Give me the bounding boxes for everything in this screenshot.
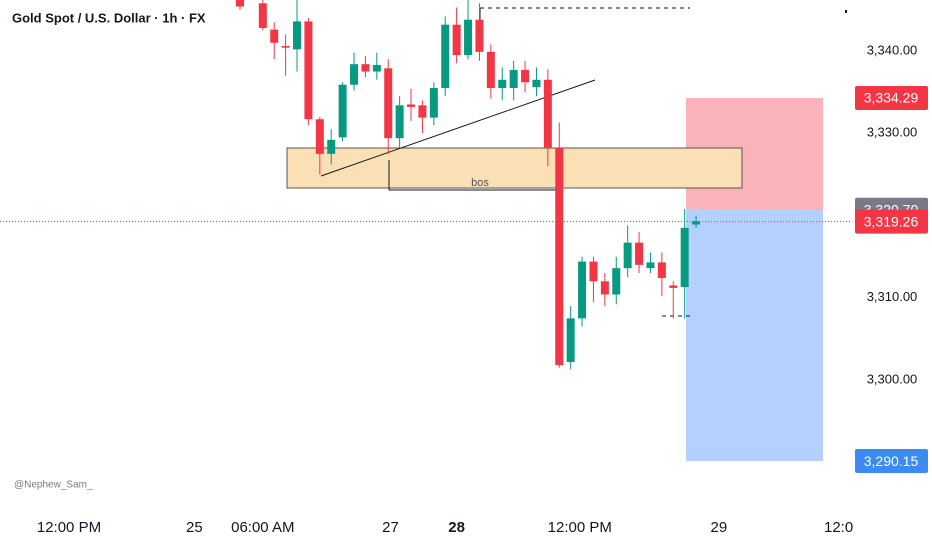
candle-body (498, 79, 507, 89)
candle-body (452, 24, 461, 56)
x-tick-label: 12:0 (824, 519, 853, 536)
candle-body (327, 139, 336, 154)
annotation: bos (471, 177, 489, 189)
candle-body (315, 119, 324, 154)
chart-title: Gold Spot / U.S. Dollar · 1h · FX (12, 10, 206, 25)
loss-box (686, 209, 823, 462)
candle-body (635, 242, 644, 265)
candle-body (338, 84, 347, 138)
price-label: 3,334.29 (864, 90, 919, 106)
price-label-box (855, 209, 928, 234)
candle-body (304, 21, 313, 120)
candle-body (384, 68, 393, 139)
candle-body (657, 262, 666, 279)
price-label: 3,290.15 (864, 453, 919, 469)
candle-body (258, 3, 267, 28)
y-tick-label: 3,310.00 (867, 289, 918, 304)
candle-body (270, 29, 279, 43)
candle-body (532, 79, 541, 88)
candle-body (555, 148, 564, 366)
candle-body (350, 64, 359, 85)
x-tick-label: 29 (711, 519, 728, 536)
candle-body (293, 21, 302, 50)
zone (286, 147, 743, 189)
candle-body (407, 104, 416, 107)
candle-body (281, 46, 290, 48)
candle-body (612, 268, 621, 295)
candle-body (543, 79, 552, 149)
x-tick-label: 12:00 PM (548, 519, 612, 536)
watermark: @Nephew_Sam_ (14, 480, 93, 491)
candle-body (521, 69, 530, 83)
candle-body (361, 64, 370, 72)
candle-body (236, 0, 245, 7)
candle-body (692, 221, 701, 225)
price-label-box (855, 449, 928, 474)
candle-body (486, 51, 495, 89)
candle-body (646, 262, 655, 269)
price-label: 3,319.26 (864, 213, 919, 229)
price-label-box (855, 85, 928, 110)
candle-body (395, 105, 404, 139)
candle-body (623, 242, 632, 269)
candle-body (418, 105, 427, 118)
candle-body (566, 318, 575, 362)
drawings (286, 7, 847, 317)
y-tick-label: 3,330.00 (867, 125, 918, 140)
candle-body (464, 19, 473, 56)
candle-body (578, 261, 587, 319)
candle-body (509, 69, 518, 89)
candle-body (441, 24, 450, 89)
candle-body (372, 64, 381, 72)
x-tick-label: 25 (186, 519, 203, 536)
candle-body (475, 19, 484, 52)
x-tick-label: 28 (448, 519, 465, 536)
dot (845, 10, 847, 13)
candle-body (680, 227, 689, 288)
candle-body (429, 88, 438, 118)
candle-body (589, 261, 598, 282)
candle-body (669, 285, 678, 288)
x-tick-label: 12:00 PM (37, 519, 101, 536)
x-tick-label: 27 (382, 519, 399, 536)
candle-body (600, 281, 609, 295)
x-tick-label: 06:00 AM (231, 519, 294, 536)
y-tick-label: 3,340.00 (867, 42, 918, 57)
y-tick-label: 3,300.00 (867, 371, 918, 386)
